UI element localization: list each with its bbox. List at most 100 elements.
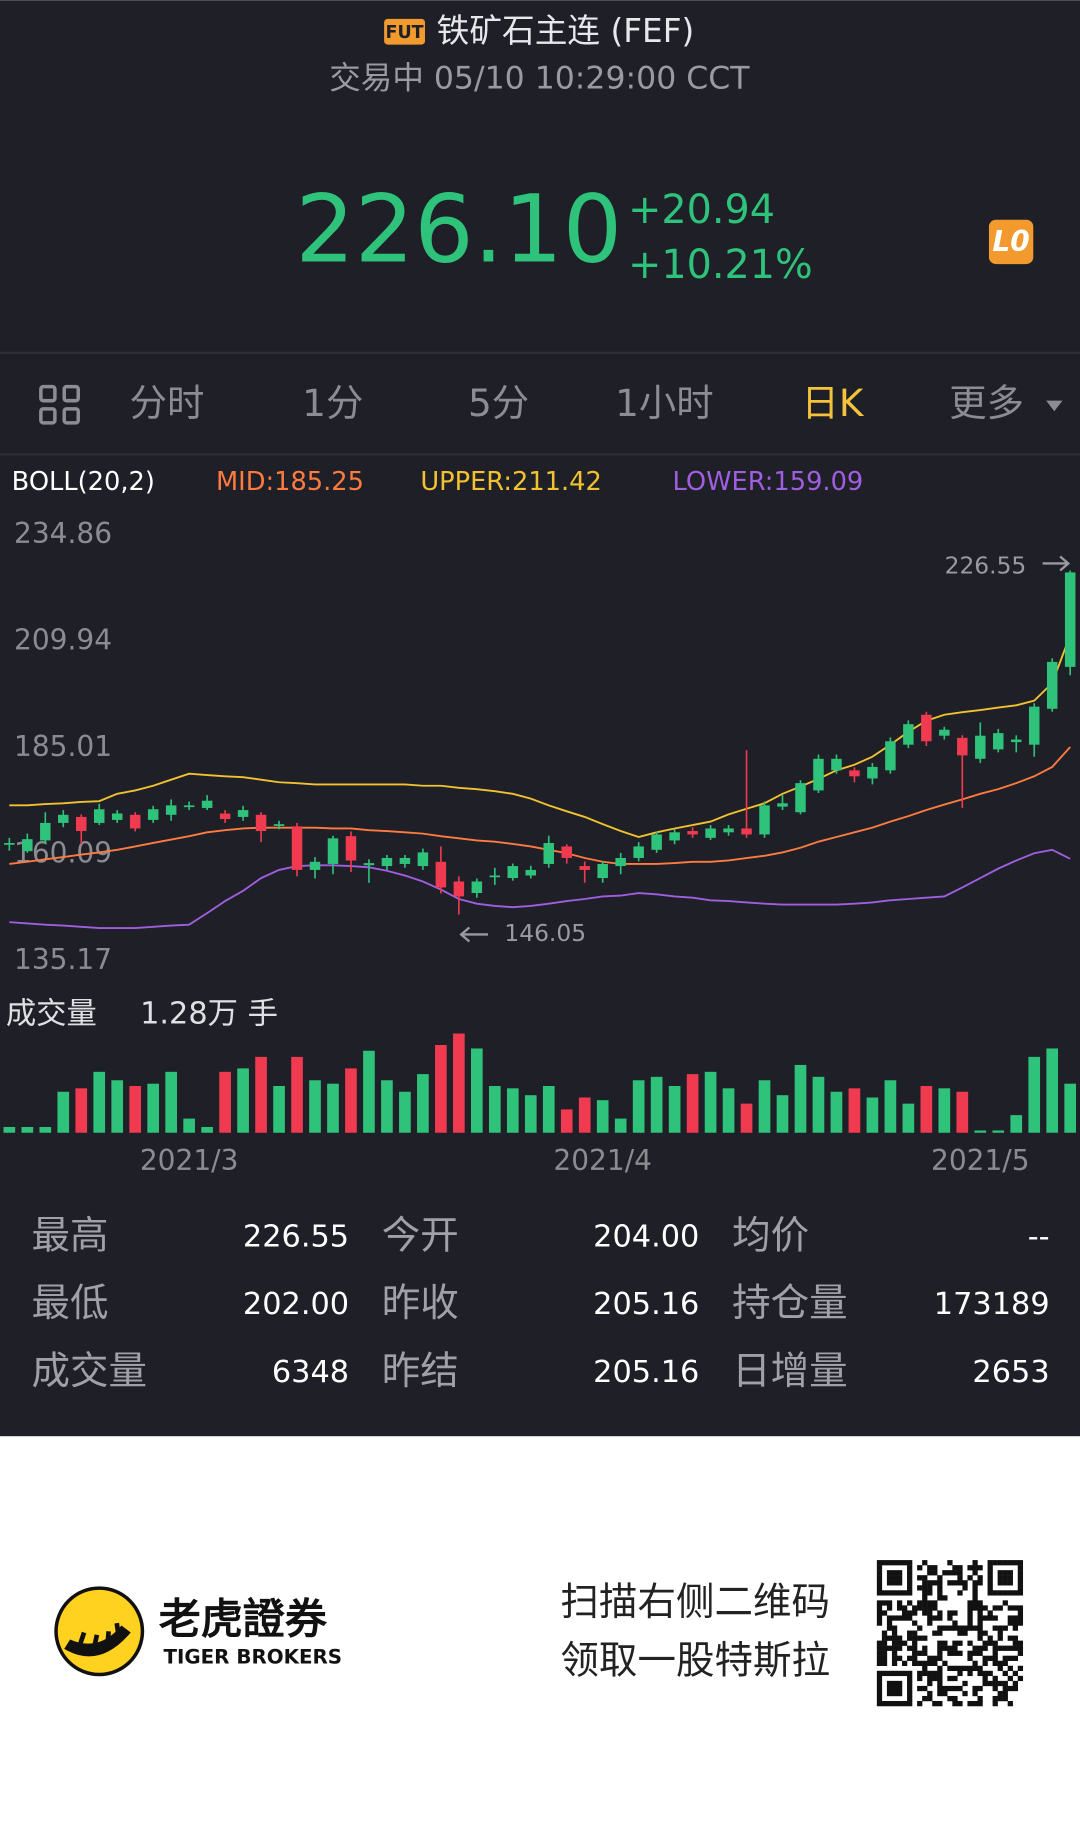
qr-module	[917, 1575, 923, 1581]
stat-value: 205.16	[593, 1287, 699, 1322]
qr-module	[1017, 1565, 1024, 1571]
qr-module	[987, 1585, 993, 1591]
qr-module	[972, 1660, 978, 1666]
qr-module	[1017, 1575, 1024, 1581]
qr-module	[922, 1590, 928, 1596]
qr-module	[912, 1650, 918, 1656]
qr-module	[1012, 1655, 1018, 1661]
qr-module	[907, 1570, 913, 1576]
qr-module	[1002, 1560, 1008, 1566]
qr-module	[1017, 1615, 1024, 1621]
qr-module	[927, 1600, 933, 1606]
qr-module	[997, 1635, 1003, 1641]
tab[interactable]: 1分	[302, 381, 363, 425]
qr-module	[927, 1610, 933, 1616]
qr-module	[896, 1635, 903, 1641]
qr-module	[972, 1690, 978, 1697]
candle-body	[525, 869, 537, 876]
qr-module	[876, 1590, 883, 1596]
tab[interactable]: 1小时	[615, 381, 714, 425]
qr-module	[957, 1630, 963, 1636]
stat-value: --	[1028, 1219, 1050, 1254]
stat-label: 日增量	[732, 1349, 848, 1394]
volume-bar	[381, 1080, 393, 1133]
dropdown-arrow[interactable]	[1046, 400, 1063, 412]
qr-module	[1002, 1625, 1008, 1631]
candle-body	[4, 843, 15, 845]
qr-module	[1002, 1570, 1008, 1576]
qr-module	[927, 1585, 933, 1591]
qr-module	[896, 1670, 903, 1677]
qr-module	[987, 1565, 993, 1571]
candle-body	[723, 828, 734, 833]
qr-module	[987, 1615, 993, 1621]
candle-body	[669, 832, 680, 841]
qr-module	[896, 1575, 903, 1581]
volume-value: 1.28万 手	[140, 996, 278, 1031]
candle-body	[489, 875, 501, 878]
qr-module	[952, 1580, 958, 1586]
candle-body	[705, 828, 716, 838]
qr-module	[957, 1650, 963, 1656]
qr-module	[937, 1685, 943, 1692]
qr-module	[1002, 1580, 1008, 1586]
qr-module	[912, 1630, 918, 1636]
qr-module	[1017, 1590, 1024, 1596]
candle-body	[543, 843, 555, 864]
candle-body	[93, 809, 105, 823]
qr-module	[907, 1655, 913, 1661]
qr-module	[1017, 1645, 1024, 1651]
qr-module	[1007, 1620, 1013, 1626]
qr-module	[957, 1625, 963, 1631]
qr-module	[947, 1580, 953, 1586]
qr-module	[942, 1640, 948, 1646]
qr-module	[937, 1690, 943, 1697]
volume-bar	[273, 1086, 285, 1133]
qr-module	[952, 1570, 958, 1576]
volume-bar	[830, 1091, 843, 1133]
qr-module	[947, 1610, 953, 1616]
tab[interactable]: 更多	[949, 381, 1024, 425]
qr-module	[922, 1670, 928, 1677]
qr-module	[876, 1700, 883, 1707]
stat-label: 持仓量	[732, 1281, 848, 1326]
qr-module	[907, 1575, 913, 1581]
level-badge[interactable]: L0	[992, 225, 1029, 258]
y-tick-label: 209.94	[14, 623, 112, 656]
candle-body	[58, 814, 69, 823]
arrow	[1042, 555, 1071, 572]
qr-module	[952, 1620, 958, 1626]
volume-bar	[1046, 1048, 1059, 1133]
qr-module	[977, 1650, 983, 1656]
qr-module	[881, 1670, 888, 1677]
tab[interactable]: 分时	[130, 381, 205, 425]
qr-module	[987, 1575, 993, 1581]
qr-module	[891, 1685, 898, 1692]
qr-module	[972, 1570, 978, 1576]
qr-module	[922, 1665, 928, 1672]
tab[interactable]: 日K	[802, 381, 865, 425]
candle-body	[291, 826, 303, 870]
qr-module	[896, 1570, 903, 1576]
qr-module	[957, 1670, 963, 1677]
qr-module	[876, 1585, 883, 1591]
qr-module	[891, 1560, 898, 1566]
qr-module	[987, 1570, 993, 1576]
qr-module	[927, 1605, 933, 1611]
volume-bar	[758, 1080, 771, 1133]
qr-module	[927, 1615, 933, 1621]
tab[interactable]: 5分	[468, 381, 529, 425]
candle-body	[1046, 661, 1058, 709]
qr-module	[947, 1685, 953, 1692]
volume-bar	[542, 1086, 555, 1133]
qr-module	[957, 1590, 963, 1596]
layout-icon[interactable]	[39, 384, 80, 425]
candle-body	[40, 822, 51, 841]
volume-bar	[920, 1086, 933, 1133]
qr-module	[891, 1590, 898, 1596]
qr-module	[942, 1660, 948, 1666]
candle-body	[435, 861, 447, 888]
candle-body	[687, 831, 698, 835]
qr-module	[902, 1615, 908, 1621]
candle-body	[76, 816, 87, 832]
